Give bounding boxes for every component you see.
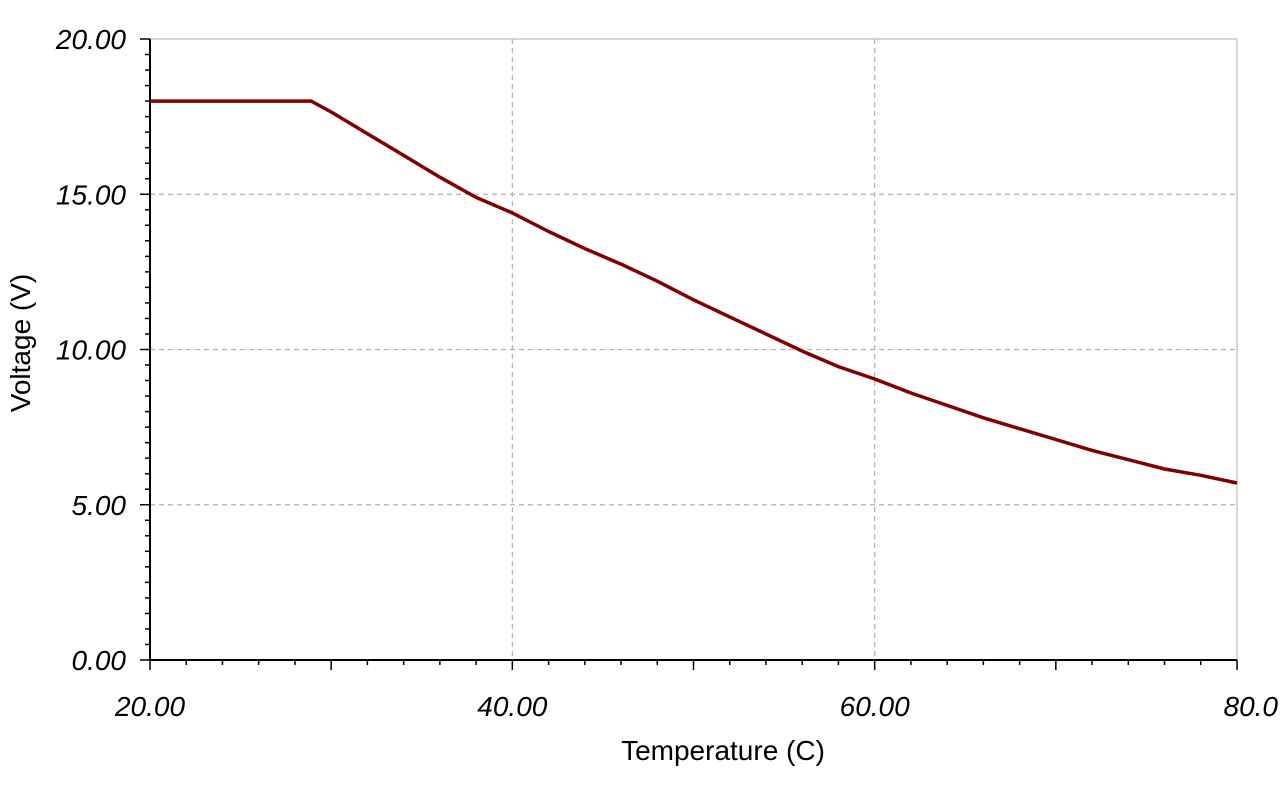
labels: 0.00 5.00 10.00 15.00 20.00 20.00 40.00 60.00 80… bbox=[55, 24, 1279, 722]
y-tick-label: 5.00 bbox=[72, 490, 127, 521]
y-tick-label: 20.00 bbox=[55, 24, 126, 55]
y-axis-title: Voltage (V) bbox=[5, 274, 36, 413]
y-tick-label: 15.00 bbox=[56, 179, 126, 210]
x-tick-label: 40.00 bbox=[477, 691, 547, 722]
y-tick-label: 10.00 bbox=[56, 335, 126, 366]
grid bbox=[149, 38, 1238, 661]
x-axis-title: Temperature (C) bbox=[621, 735, 825, 766]
x-tick-label: 80.0 bbox=[1224, 691, 1279, 722]
y-tick-label: 0.00 bbox=[72, 645, 127, 676]
x-tick-label: 60.00 bbox=[840, 691, 910, 722]
series bbox=[150, 99, 1238, 485]
axes bbox=[140, 38, 1238, 670]
series-line bbox=[150, 99, 1238, 485]
x-tick-label: 20.00 bbox=[114, 691, 185, 722]
